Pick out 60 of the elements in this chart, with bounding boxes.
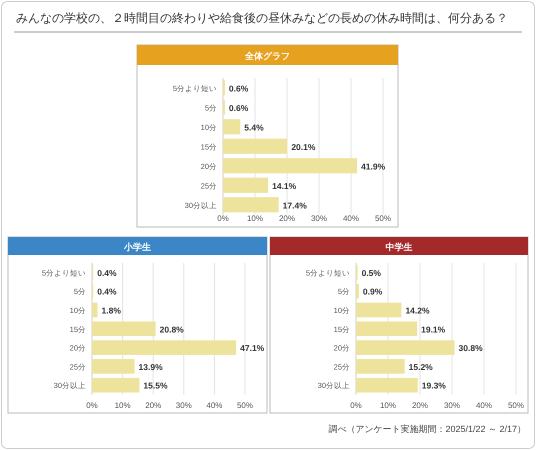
chart-title: 中学生: [386, 242, 412, 252]
x-tick-label: 20%: [412, 401, 428, 410]
bar: [356, 284, 359, 299]
x-tick-label: 40%: [206, 401, 222, 410]
chart-title: みんなの学校の、２時間目の終わりや給食後の昼休みなどの長めの休み時間は、何分ある？: [16, 11, 508, 25]
x-tick-label: 30%: [444, 401, 460, 410]
data-label: 14.1%: [272, 180, 297, 191]
bar: [356, 340, 455, 355]
bar: [356, 359, 405, 374]
x-tick-label: 50%: [508, 401, 524, 410]
x-tick-label: 50%: [374, 214, 392, 223]
x-tick-label: 30%: [176, 401, 192, 410]
data-label: 0.6%: [228, 83, 249, 94]
bar: [356, 302, 402, 318]
data-label: 19.1%: [421, 324, 446, 334]
bar: [223, 119, 240, 134]
bar: [356, 321, 418, 336]
data-label: 0.6%: [228, 102, 249, 113]
data-label: 13.9%: [138, 362, 164, 372]
bar: [92, 321, 156, 336]
data-label: 47.1%: [240, 343, 265, 354]
x-tick-label: 30%: [310, 214, 328, 223]
chart-subtitle: 全体グラフ: [244, 51, 290, 61]
bar: [92, 340, 236, 355]
bar: [223, 197, 279, 212]
data-label: 19.3%: [422, 380, 446, 391]
x-tick-label: 0%: [217, 214, 229, 223]
x-tick-label: 0%: [86, 401, 98, 410]
x-tick-label: 50%: [236, 401, 254, 410]
data-label: 1.8%: [102, 306, 122, 316]
bar: [223, 158, 358, 174]
data-label: 0.5%: [362, 268, 382, 278]
x-tick-label: 10%: [114, 401, 131, 410]
x-tick-label: 10%: [380, 401, 396, 410]
bar: [223, 138, 288, 154]
data-label: 41.9%: [361, 161, 386, 172]
data-label: 15.2%: [408, 362, 434, 372]
data-label: 15.5%: [143, 380, 168, 391]
bar: [223, 178, 268, 193]
data-label: 0.9%: [362, 286, 383, 297]
data-label: 14.2%: [405, 306, 430, 316]
x-tick-label: 40%: [342, 214, 360, 223]
data-label: 5.4%: [244, 122, 264, 132]
bar: [356, 378, 418, 393]
text: 調べ（アンケート実施期間：2025/1/22 ～ 2/17）: [328, 424, 526, 434]
bar: [92, 359, 135, 374]
data-label: 0.4%: [97, 268, 118, 278]
x-tick-label: 10%: [246, 214, 264, 223]
x-tick-label: 20%: [278, 214, 296, 223]
bar: [92, 302, 98, 318]
data-label: 20.8%: [160, 324, 184, 334]
x-tick-label: 0%: [350, 401, 362, 410]
data-label: 30.8%: [458, 343, 484, 354]
bar: [92, 378, 140, 393]
chart-title: 小学生: [123, 242, 151, 252]
x-tick-label: 40%: [476, 401, 492, 410]
data-label: 0.4%: [97, 286, 118, 297]
data-label: 17.4%: [282, 200, 308, 210]
data-label: 20.1%: [291, 142, 316, 152]
x-tick-label: 20%: [145, 401, 162, 410]
